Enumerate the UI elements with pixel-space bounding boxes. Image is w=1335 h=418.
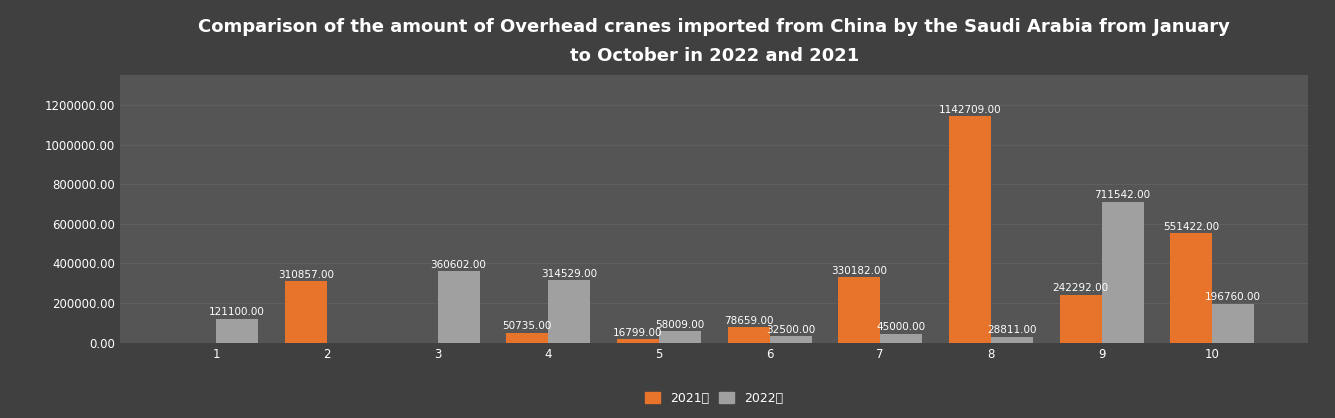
Bar	[838, 277, 880, 343]
Bar	[1212, 304, 1255, 343]
Bar	[216, 319, 258, 343]
Bar	[617, 339, 659, 343]
Text: 58009.00: 58009.00	[655, 320, 705, 330]
Text: 78659.00: 78659.00	[724, 316, 773, 326]
Text: 121100.00: 121100.00	[210, 307, 266, 317]
Text: 196760.00: 196760.00	[1206, 292, 1262, 302]
Text: 360602.00: 360602.00	[431, 260, 486, 270]
Bar	[880, 334, 922, 343]
Legend: 2021年, 2022年: 2021年, 2022年	[639, 386, 789, 411]
Bar	[284, 281, 327, 343]
Text: 310857.00: 310857.00	[278, 270, 334, 280]
Text: 314529.00: 314529.00	[541, 269, 597, 279]
Bar	[769, 336, 812, 343]
Text: 45000.00: 45000.00	[877, 322, 925, 332]
Bar	[991, 337, 1033, 343]
Bar	[549, 280, 590, 343]
Text: 330182.00: 330182.00	[832, 266, 888, 276]
Text: 242292.00: 242292.00	[1052, 283, 1108, 293]
Text: 551422.00: 551422.00	[1163, 222, 1219, 232]
Text: 50735.00: 50735.00	[502, 321, 551, 331]
Text: 711542.00: 711542.00	[1095, 190, 1151, 200]
Bar	[438, 271, 479, 343]
Bar	[1101, 202, 1144, 343]
Bar	[1060, 295, 1101, 343]
Bar	[1171, 234, 1212, 343]
Bar	[659, 331, 701, 343]
Title: Comparison of the amount of Overhead cranes imported from China by the Saudi Ara: Comparison of the amount of Overhead cra…	[199, 18, 1230, 65]
Bar	[949, 116, 991, 343]
Text: 16799.00: 16799.00	[613, 328, 662, 338]
Text: 32500.00: 32500.00	[766, 325, 816, 335]
Bar	[728, 327, 769, 343]
Text: 28811.00: 28811.00	[987, 326, 1037, 336]
Bar	[506, 333, 549, 343]
Text: 1142709.00: 1142709.00	[939, 105, 1001, 115]
